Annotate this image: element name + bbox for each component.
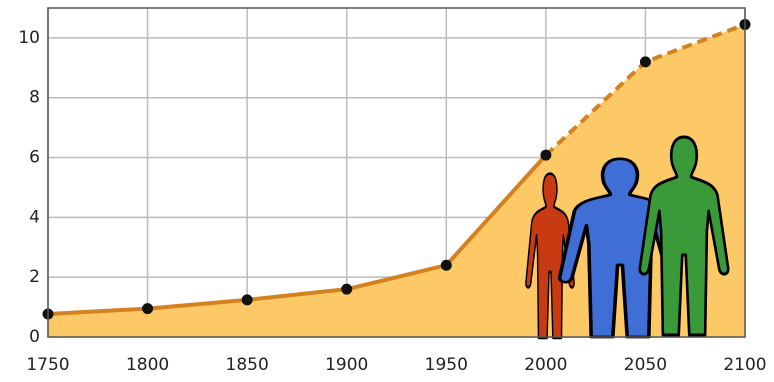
y-tick-label: 2 [29,267,40,287]
data-point [142,303,153,314]
y-tick-label: 0 [29,327,40,347]
x-tick-label: 2000 [524,355,567,375]
y-tick-label: 10 [18,28,40,48]
x-tick-label: 1850 [226,355,269,375]
x-tick-label: 1900 [325,355,368,375]
x-tick-label: 1750 [26,355,69,375]
y-tick-label: 6 [29,148,40,168]
data-point [341,284,352,295]
data-point [441,260,452,271]
x-tick-label: 2050 [624,355,667,375]
x-tick-label: 1800 [126,355,169,375]
chart: 0 2 4 6 8 10 1750 1800 1850 1900 1950 2000 2050 2100 [0,0,774,378]
data-point [242,294,253,305]
x-tick-label: 2100 [723,355,766,375]
y-tick-label: 4 [29,207,40,227]
data-point [640,56,651,67]
x-tick-label: 1950 [425,355,468,375]
data-point [540,150,551,161]
y-tick-label: 8 [29,88,40,108]
